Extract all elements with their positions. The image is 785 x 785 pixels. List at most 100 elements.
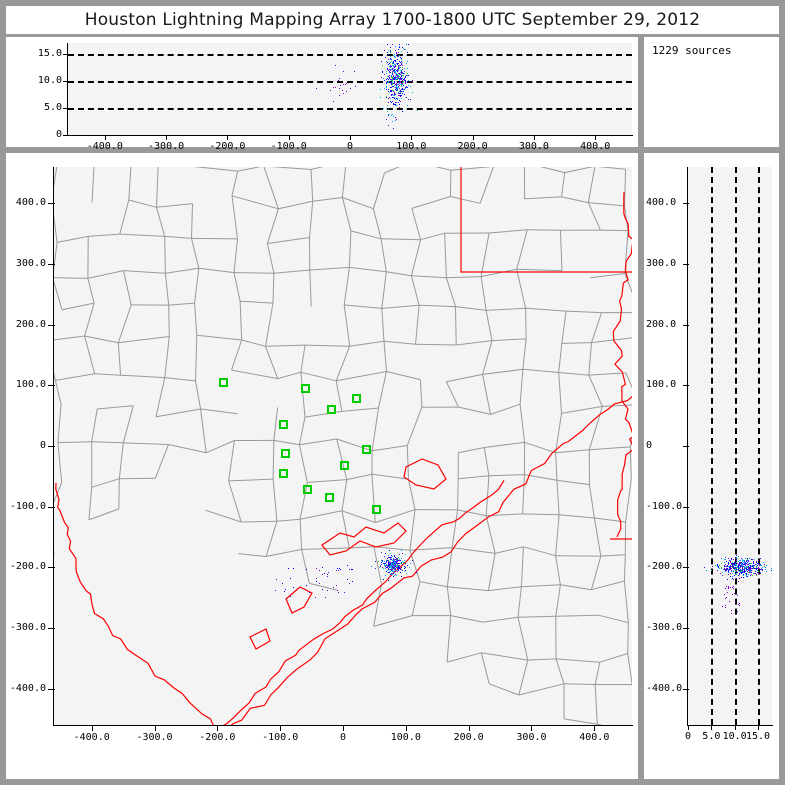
source-point <box>738 564 740 566</box>
source-point <box>393 78 395 80</box>
source-point <box>404 554 406 556</box>
source-point <box>388 566 390 567</box>
source-point <box>400 83 401 85</box>
source-point <box>743 566 745 568</box>
source-point <box>396 570 398 572</box>
source-point <box>403 89 405 91</box>
source-point <box>409 98 411 100</box>
x-tick-400.0 <box>594 725 596 731</box>
source-point <box>382 65 384 67</box>
source-point <box>390 91 392 92</box>
source-point <box>379 88 381 90</box>
source-point <box>395 70 397 72</box>
source-point <box>728 571 729 572</box>
source-point <box>756 564 758 566</box>
source-point <box>351 580 353 582</box>
source-point <box>725 567 727 569</box>
source-point <box>389 557 390 559</box>
source-point <box>389 78 390 79</box>
source-point <box>749 571 751 573</box>
source-point <box>397 92 399 94</box>
source-point <box>732 563 734 565</box>
source-point <box>752 567 754 569</box>
y-tick-100.0 <box>48 385 55 387</box>
source-point <box>392 563 393 565</box>
source-point <box>394 566 396 568</box>
source-point <box>729 600 731 602</box>
source-point <box>384 565 386 567</box>
source-point <box>755 561 757 563</box>
station-marker-8 <box>339 460 349 470</box>
source-point <box>717 566 719 568</box>
source-point <box>392 564 393 566</box>
source-point <box>405 569 406 571</box>
source-point <box>394 559 395 561</box>
x-ticklabel--300.0: -300.0 <box>136 732 173 743</box>
source-point <box>716 563 718 565</box>
source-point <box>730 568 732 570</box>
source-point <box>400 77 402 79</box>
source-point <box>739 563 741 565</box>
source-point <box>740 565 741 567</box>
source-point <box>374 561 376 562</box>
source-point <box>398 563 400 565</box>
source-point <box>401 558 403 560</box>
source-point <box>387 59 389 61</box>
x-tick-0 <box>350 135 351 140</box>
source-point <box>390 100 392 102</box>
source-point <box>398 48 400 50</box>
x-ticklabel-100.0: 100.0 <box>396 141 427 152</box>
source-point <box>744 563 746 565</box>
source-point <box>394 46 396 48</box>
source-point <box>747 571 749 573</box>
gridline-altitude-10 <box>734 167 737 725</box>
source-point <box>730 564 732 565</box>
source-point <box>390 569 392 571</box>
source-point <box>405 79 407 81</box>
y-ticklabel-400.0: 400.0 <box>15 197 46 209</box>
y-tick-200.0 <box>683 324 689 326</box>
source-point <box>403 68 405 70</box>
source-point <box>398 80 400 82</box>
source-point <box>387 558 388 560</box>
source-point <box>398 77 400 79</box>
source-point <box>382 559 384 561</box>
source-point <box>722 605 724 607</box>
y-tick-5.0 <box>63 107 69 109</box>
y-tick-400.0 <box>48 203 55 205</box>
source-point <box>403 570 405 572</box>
source-point <box>403 567 405 569</box>
source-point <box>756 574 758 576</box>
y-tick-0 <box>63 135 69 136</box>
source-point <box>730 572 732 574</box>
source-point <box>388 101 390 103</box>
source-point <box>728 571 730 573</box>
y-tick--300.0 <box>683 627 689 629</box>
source-point <box>404 81 406 83</box>
source-point <box>745 568 747 570</box>
source-point <box>390 567 392 569</box>
source-point <box>754 568 755 569</box>
source-point <box>746 567 748 569</box>
source-point <box>736 567 738 569</box>
source-point <box>395 90 397 92</box>
source-point <box>394 63 396 65</box>
source-point <box>393 67 395 69</box>
source-point <box>305 568 307 570</box>
source-point <box>396 53 398 55</box>
source-point <box>401 70 402 72</box>
source-point <box>395 567 397 569</box>
source-point <box>396 89 398 91</box>
source-point <box>391 567 393 569</box>
source-point <box>749 565 751 567</box>
source-point <box>392 80 393 82</box>
source-point <box>275 579 277 581</box>
source-point <box>399 91 401 92</box>
source-point <box>393 95 395 97</box>
source-point <box>738 570 740 572</box>
source-point <box>737 604 739 605</box>
source-point <box>754 565 755 566</box>
source-point <box>393 60 395 62</box>
source-point <box>738 602 740 604</box>
source-point <box>748 567 750 568</box>
